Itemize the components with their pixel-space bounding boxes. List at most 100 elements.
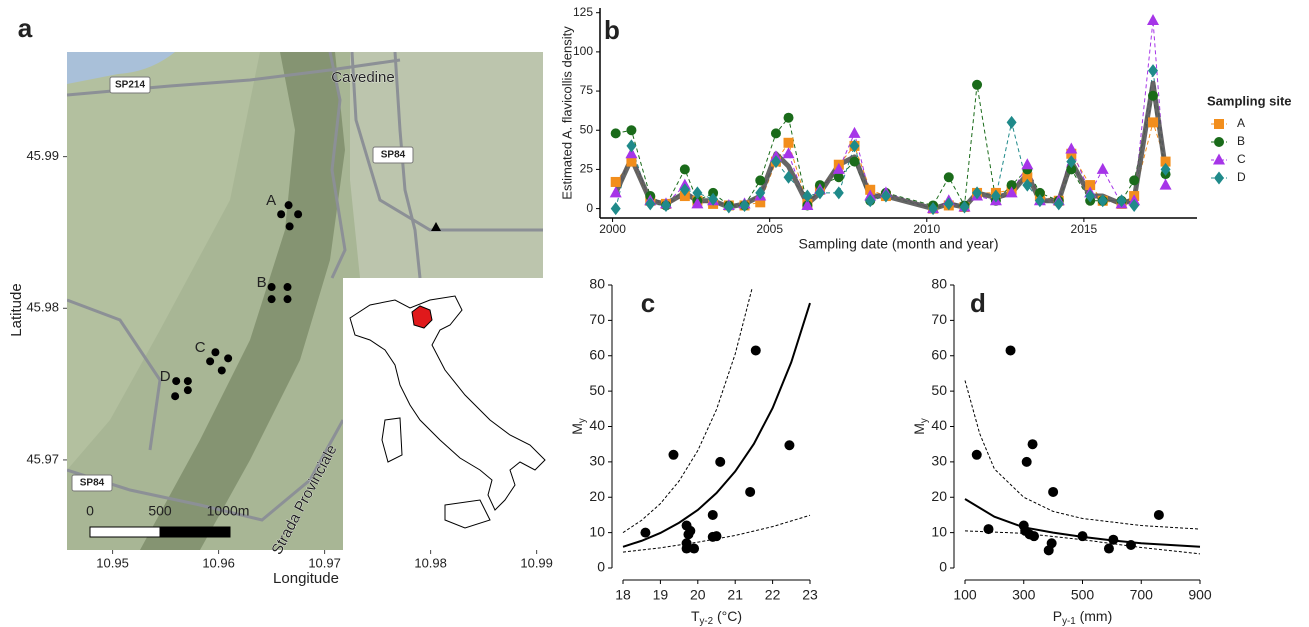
y-tick-label: 80 (589, 276, 605, 292)
marker (739, 198, 750, 212)
marker (971, 449, 982, 460)
y-tick-label: 60 (589, 346, 605, 362)
x-axis-label: Longitude (273, 570, 339, 587)
site-label: B (257, 274, 267, 291)
x-tick-label: 21 (727, 587, 743, 603)
italy-outline (349, 295, 546, 511)
x-tick-label: 18 (615, 587, 631, 603)
road (67, 419, 345, 522)
marker (1148, 90, 1159, 101)
y-tick-label: 0 (586, 201, 593, 215)
site-point (224, 354, 233, 363)
y-axis-label: Estimated A. flavicollis density (559, 26, 574, 200)
road-sign (109, 76, 151, 94)
site-point (217, 366, 226, 375)
marker (626, 139, 637, 153)
map-label: SP214 (115, 80, 145, 91)
marker (708, 192, 719, 206)
map-terrain (67, 52, 543, 550)
y-axis-label: My (569, 418, 588, 435)
x-tick-label: 2000 (599, 222, 626, 236)
marker (1096, 162, 1109, 174)
y-tick-label: 30 (931, 453, 947, 469)
marker (1053, 197, 1064, 211)
road-sign (71, 474, 113, 492)
marker (755, 186, 766, 200)
x-axis-label-part: T (691, 608, 700, 624)
marker (660, 198, 671, 212)
confidence-line (622, 514, 811, 553)
marker (1066, 164, 1077, 175)
marker (610, 176, 621, 187)
legend-label: D (1237, 170, 1246, 184)
y-tick-label: 50 (589, 382, 605, 398)
y-tick-label: 75 (580, 83, 594, 97)
road (393, 52, 422, 279)
x-tick-label: 500 (1071, 587, 1095, 603)
y-tick-label: 30 (589, 453, 605, 469)
x-tick-label: 19 (653, 587, 669, 603)
marker (1034, 194, 1045, 208)
road (328, 52, 347, 279)
marker (679, 164, 690, 175)
x-tick-label: 2010 (913, 222, 940, 236)
marker (1034, 187, 1045, 198)
road-sign (372, 146, 414, 164)
legend-label: A (1237, 116, 1245, 130)
panel-label: b (604, 15, 620, 45)
road (350, 52, 543, 232)
marker (755, 197, 766, 208)
x-tick-label: 100 (953, 587, 977, 603)
scale-segment (159, 526, 231, 538)
marker (990, 189, 1001, 203)
marker (1213, 153, 1225, 165)
x-tick-label: 10.96 (202, 555, 235, 570)
marker (755, 175, 766, 186)
marker (626, 156, 637, 167)
y-tick-label: 70 (931, 311, 947, 327)
marker (745, 486, 756, 497)
panel-label: d (970, 288, 986, 318)
x-axis-label-part: (°C) (713, 608, 742, 624)
marker (1006, 180, 1017, 191)
x-tick-label: 900 (1188, 587, 1212, 603)
y-tick-label: 125 (573, 5, 593, 19)
marker (943, 197, 954, 211)
y-tick-label: 45.99 (26, 148, 59, 163)
marker (1214, 137, 1224, 147)
marker (707, 509, 718, 520)
mean-line (613, 80, 1169, 212)
marker (1065, 142, 1078, 154)
location-marker (431, 222, 441, 231)
marker (943, 172, 954, 183)
x-axis-label: Ty-2 (°C) (691, 608, 742, 627)
marker (814, 186, 825, 200)
marker (679, 183, 690, 197)
scale-label: 1000m (207, 503, 250, 519)
scale-label: 500 (148, 503, 172, 519)
site-label: C (195, 339, 206, 356)
marker (625, 147, 638, 159)
x-tick-label: 2015 (1071, 222, 1098, 236)
marker (1148, 64, 1159, 78)
x-tick-label: 22 (765, 587, 781, 603)
map-label: SP84 (80, 478, 105, 489)
marker (1021, 158, 1034, 170)
map-label: Cavedine (331, 69, 394, 86)
y-axis-label-part: y (919, 418, 930, 423)
sicily (444, 499, 491, 529)
marker (972, 79, 983, 90)
marker (681, 543, 692, 554)
y-tick-label: 45.97 (26, 451, 59, 466)
site-point (267, 283, 276, 292)
fit-line (622, 302, 811, 548)
site-point (171, 392, 180, 401)
site-label: D (160, 368, 171, 385)
marker (1046, 538, 1057, 549)
marker (1129, 175, 1140, 186)
marker (668, 449, 679, 460)
marker (770, 155, 781, 169)
y-tick-label: 60 (931, 346, 947, 362)
y-tick-label: 80 (931, 276, 947, 292)
